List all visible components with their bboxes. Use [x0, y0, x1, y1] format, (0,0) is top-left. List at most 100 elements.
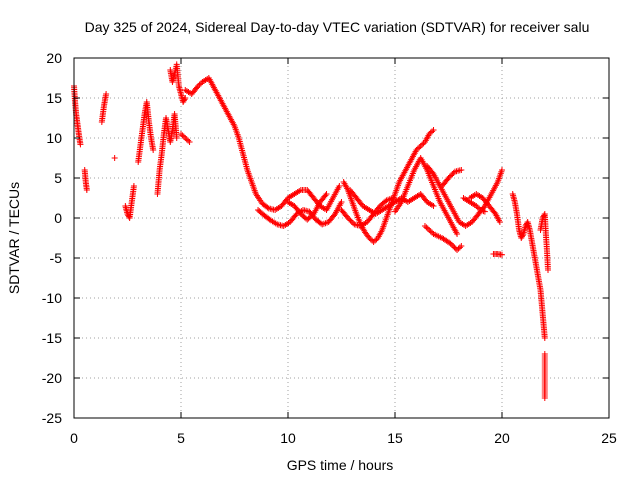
data-point: [426, 227, 433, 233]
data-point: [448, 172, 455, 179]
x-tick-label: 5: [177, 430, 185, 446]
data-point: [322, 192, 329, 199]
data-point: [416, 144, 423, 151]
data-point: [473, 203, 480, 209]
y-tick-label: 20: [46, 50, 62, 66]
grid-layer: [74, 58, 609, 418]
data-point: [421, 223, 428, 229]
y-tick-label: -20: [42, 370, 62, 386]
data-point: [429, 128, 436, 135]
data-point: [195, 83, 202, 89]
data-point: [456, 244, 463, 251]
data-point: [179, 132, 186, 139]
data-point: [474, 204, 481, 211]
data-point: [413, 147, 420, 153]
data-point: [541, 335, 548, 341]
x-axis-label: GPS time / hours: [287, 457, 394, 473]
data-point: [446, 173, 453, 180]
data-point: [429, 229, 436, 236]
y-axis-label: SDTVAR / TECUs: [6, 182, 22, 294]
data-point: [103, 91, 110, 97]
data-point: [448, 241, 455, 248]
data-point: [338, 199, 345, 205]
data-point: [519, 232, 526, 239]
data-point: [518, 235, 525, 241]
data-point: [451, 244, 458, 251]
data-point: [181, 96, 188, 103]
data-point: [541, 395, 548, 401]
data-point: [499, 167, 505, 173]
data-point: [499, 251, 505, 258]
data-point: [481, 208, 488, 215]
data-point: [458, 167, 465, 173]
data-point: [445, 175, 452, 181]
data-point: [477, 207, 484, 213]
data-point: [344, 215, 351, 221]
data-point: [323, 191, 330, 197]
y-tick-label: 5: [54, 170, 62, 186]
data-points: [71, 61, 552, 401]
data-point: [346, 216, 353, 223]
data-point: [336, 183, 343, 189]
data-point: [449, 171, 456, 178]
data-point: [183, 136, 190, 143]
x-tick-label: 10: [280, 430, 296, 446]
data-point: [447, 240, 454, 247]
data-point: [389, 195, 396, 201]
data-point: [150, 147, 157, 153]
data-point: [424, 225, 431, 232]
data-point: [454, 231, 461, 237]
data-point: [518, 233, 525, 240]
y-tick-label: -15: [42, 330, 62, 346]
axes: 0 5 10 15 20 25 -25 -20 -15 -10 -5 0 5 10 15 20: [42, 50, 617, 446]
data-point: [427, 129, 434, 136]
data-point: [480, 208, 487, 215]
y-tick-label: 10: [46, 130, 62, 146]
data-point: [429, 169, 436, 176]
y-tick-label: 15: [46, 90, 62, 106]
y-tick-label: 0: [54, 210, 62, 226]
data-point: [426, 131, 433, 137]
data-point: [455, 245, 462, 252]
data-point: [264, 204, 271, 211]
data-point: [454, 247, 461, 253]
y-tick-label: -10: [42, 290, 62, 306]
y-tick-label: -5: [50, 250, 63, 266]
data-point: [185, 137, 192, 144]
data-point: [430, 203, 437, 209]
data-point: [77, 141, 84, 148]
data-point: [182, 95, 189, 101]
data-point: [196, 81, 203, 88]
x-tick-label: 0: [70, 430, 78, 446]
data-point: [347, 217, 354, 224]
data-point: [348, 218, 355, 225]
data-point: [370, 239, 377, 245]
data-point: [458, 243, 465, 249]
data-point: [331, 212, 338, 219]
data-point: [180, 133, 187, 140]
x-tick-label: 25: [601, 430, 617, 446]
data-point: [83, 187, 90, 193]
data-point: [372, 237, 379, 244]
data-point: [545, 267, 552, 273]
data-point: [366, 235, 373, 241]
data-point: [414, 145, 421, 152]
data-point: [182, 135, 189, 141]
data-point: [479, 207, 486, 214]
data-point: [367, 236, 374, 243]
data-point: [111, 155, 118, 161]
data-point: [180, 97, 187, 104]
data-point: [178, 131, 184, 137]
chart-title: Day 325 of 2024, Sidereal Day-to-day VTE…: [85, 19, 590, 35]
data-point: [197, 80, 204, 87]
y-tick-label: -25: [42, 410, 62, 426]
data-point: [496, 219, 503, 225]
data-point: [427, 228, 434, 235]
data-point: [450, 243, 457, 250]
data-point: [419, 141, 426, 148]
data-point: [430, 127, 437, 133]
x-tick-label: 15: [387, 430, 403, 446]
data-point: [130, 183, 137, 189]
data-point: [186, 139, 193, 145]
